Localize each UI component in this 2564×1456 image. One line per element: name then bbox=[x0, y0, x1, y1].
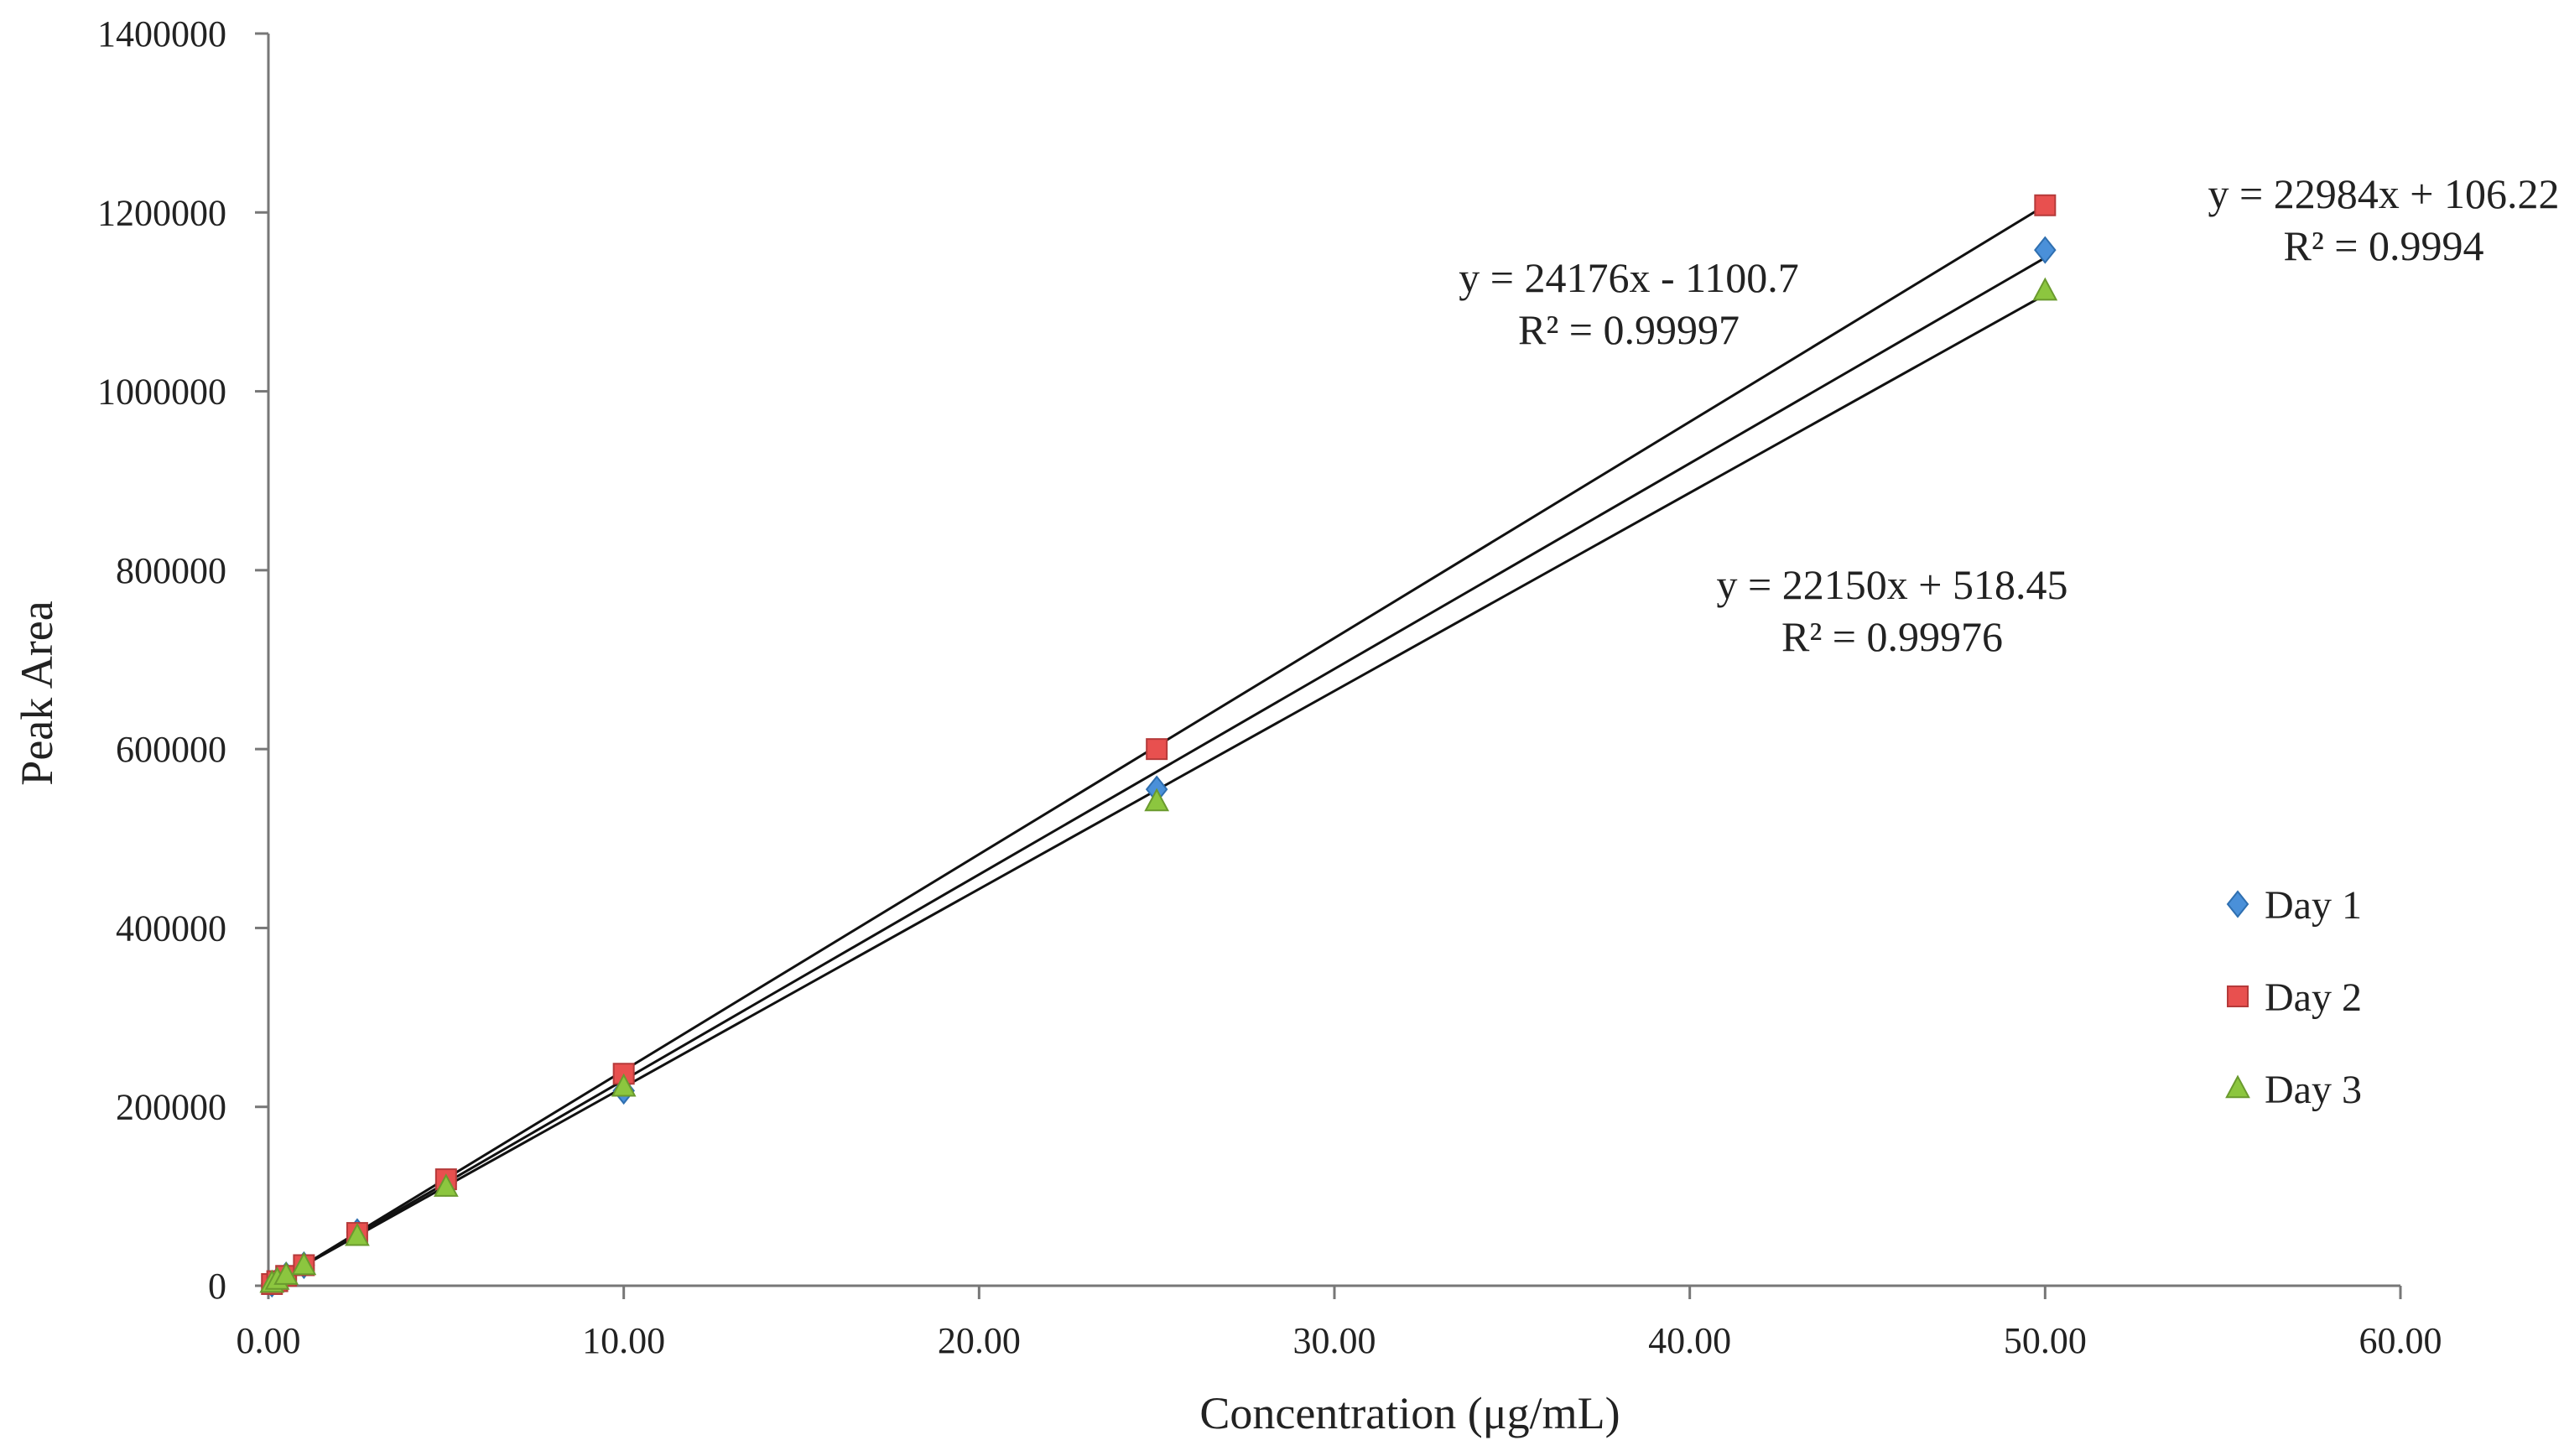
x-tick-label: 50.00 bbox=[2004, 1320, 2087, 1361]
annotations-layer: y = 22984x + 106.22 R² = 0.9994 y = 24176x… bbox=[1459, 170, 2559, 660]
points-layer bbox=[259, 194, 2058, 1298]
trendline-equation-day-3: y = 22150x + 518.45 bbox=[1717, 561, 2068, 608]
x-tick-label: 40.00 bbox=[1648, 1320, 1731, 1361]
x-tick-label: 0.00 bbox=[237, 1320, 301, 1361]
trendline-equation-day-2: y = 24176x - 1100.7 bbox=[1459, 254, 1799, 301]
x-tick-label: 30.00 bbox=[1293, 1320, 1376, 1361]
legend-label-day-2: Day 2 bbox=[2265, 975, 2362, 1020]
legend-marker-day-3 bbox=[2225, 1074, 2250, 1099]
legend-label-day-1: Day 1 bbox=[2265, 883, 2362, 928]
y-tick-label: 200000 bbox=[116, 1087, 226, 1128]
trendline-r2-day-1: R² = 0.9994 bbox=[2283, 222, 2483, 269]
data-point-day-3 bbox=[1144, 788, 1170, 812]
y-tick-label: 1000000 bbox=[97, 372, 226, 413]
legend-label-day-3: Day 3 bbox=[2265, 1068, 2362, 1112]
data-point-day-3 bbox=[345, 1222, 370, 1246]
trendline-day-1 bbox=[271, 257, 2047, 1285]
y-tick-label: 600000 bbox=[116, 729, 226, 770]
data-point-day-3 bbox=[2032, 277, 2058, 301]
x-tick-label: 60.00 bbox=[2359, 1320, 2442, 1361]
y-tick-label: 400000 bbox=[116, 907, 226, 949]
data-point-day-3 bbox=[273, 1261, 299, 1285]
x-tick-label: 10.00 bbox=[582, 1320, 665, 1361]
data-point-day-3 bbox=[433, 1173, 459, 1197]
x-tick-label: 20.00 bbox=[938, 1320, 1021, 1361]
data-point-day-3 bbox=[291, 1251, 317, 1276]
data-point-day-1 bbox=[2034, 236, 2057, 264]
x-axis-title: Concentration (μg/mL) bbox=[1199, 1388, 1620, 1438]
y-tick-label: 0 bbox=[208, 1266, 226, 1307]
axes-layer: 0 200000 400000 600000 800000 1000000 1200000 1… bbox=[12, 13, 2442, 1438]
data-point-day-2 bbox=[2034, 194, 2057, 216]
trendline-equation-day-1: y = 22984x + 106.22 bbox=[2208, 170, 2560, 217]
data-point-day-2 bbox=[1146, 738, 1168, 761]
y-axis-title: Peak Area bbox=[12, 601, 62, 785]
y-tick-label: 1400000 bbox=[97, 13, 226, 55]
trendline-r2-day-2: R² = 0.99997 bbox=[1518, 306, 1740, 353]
legend-marker-day-2 bbox=[2227, 985, 2249, 1007]
data-point-day-3 bbox=[611, 1073, 637, 1097]
trendline-r2-day-3: R² = 0.99976 bbox=[1781, 613, 2003, 660]
legend: Day 1 Day 2 Day 3 bbox=[2225, 883, 2362, 1112]
y-tick-label: 1200000 bbox=[97, 192, 226, 233]
y-tick-label: 800000 bbox=[116, 550, 226, 591]
legend-marker-day-1 bbox=[2226, 890, 2249, 918]
